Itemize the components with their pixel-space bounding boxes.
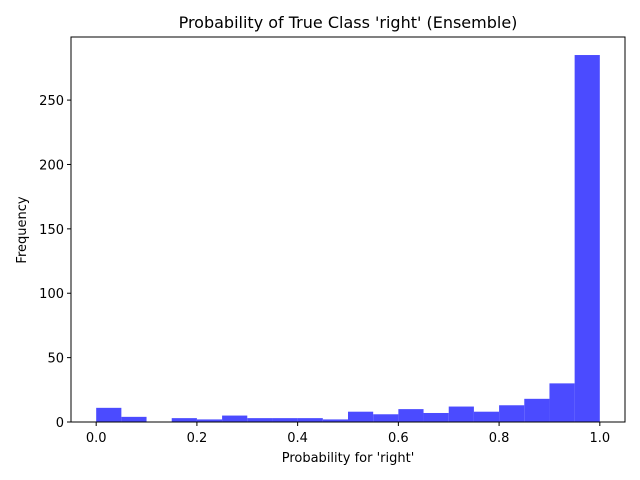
- x-axis-label: Probability for 'right': [282, 451, 415, 466]
- histogram-bar: [574, 55, 600, 422]
- plot-frame: [70, 36, 626, 423]
- histogram-bar: [96, 407, 122, 422]
- x-tick-label: 0.4: [287, 431, 308, 446]
- y-tick-label: 100: [39, 287, 64, 302]
- histogram-bar: [222, 415, 248, 422]
- ticks-layer: 0.0 0.2 0.4 0.6 0.8 1.0 0 50 100 150 200 250: [39, 94, 610, 446]
- histogram-bar: [121, 416, 147, 422]
- x-tick-label: 0.2: [187, 431, 208, 446]
- x-tick-label: 0.8: [489, 431, 510, 446]
- histogram-bar: [322, 419, 348, 422]
- histogram-bar: [423, 412, 449, 422]
- y-tick-label: 50: [47, 352, 64, 367]
- histogram-bar: [196, 419, 223, 422]
- chart-title: Probability of True Class 'right' (Ensem…: [179, 13, 518, 32]
- bars-layer: [96, 55, 600, 422]
- y-tick-label: 150: [39, 223, 64, 238]
- y-tick-label: 250: [39, 94, 64, 109]
- histogram-bar: [297, 418, 323, 422]
- y-tick-label: 0: [56, 416, 64, 431]
- histogram-bar: [272, 418, 298, 422]
- x-tick-label: 0.0: [86, 431, 107, 446]
- histogram-bar: [398, 409, 424, 422]
- histogram-bar: [373, 414, 399, 422]
- x-tick-label: 0.6: [388, 431, 409, 446]
- histogram-bar: [348, 411, 374, 422]
- x-tick-label: 1.0: [589, 431, 610, 446]
- histogram-bar: [473, 411, 500, 422]
- y-axis-label: Frequency: [15, 196, 30, 263]
- histogram-bar: [499, 405, 525, 422]
- histogram-bar: [171, 418, 197, 422]
- histogram-bar: [247, 418, 273, 422]
- histogram-bar: [448, 406, 474, 422]
- histogram-bar: [524, 398, 550, 422]
- histogram-bar: [549, 383, 575, 422]
- y-tick-label: 200: [39, 158, 64, 173]
